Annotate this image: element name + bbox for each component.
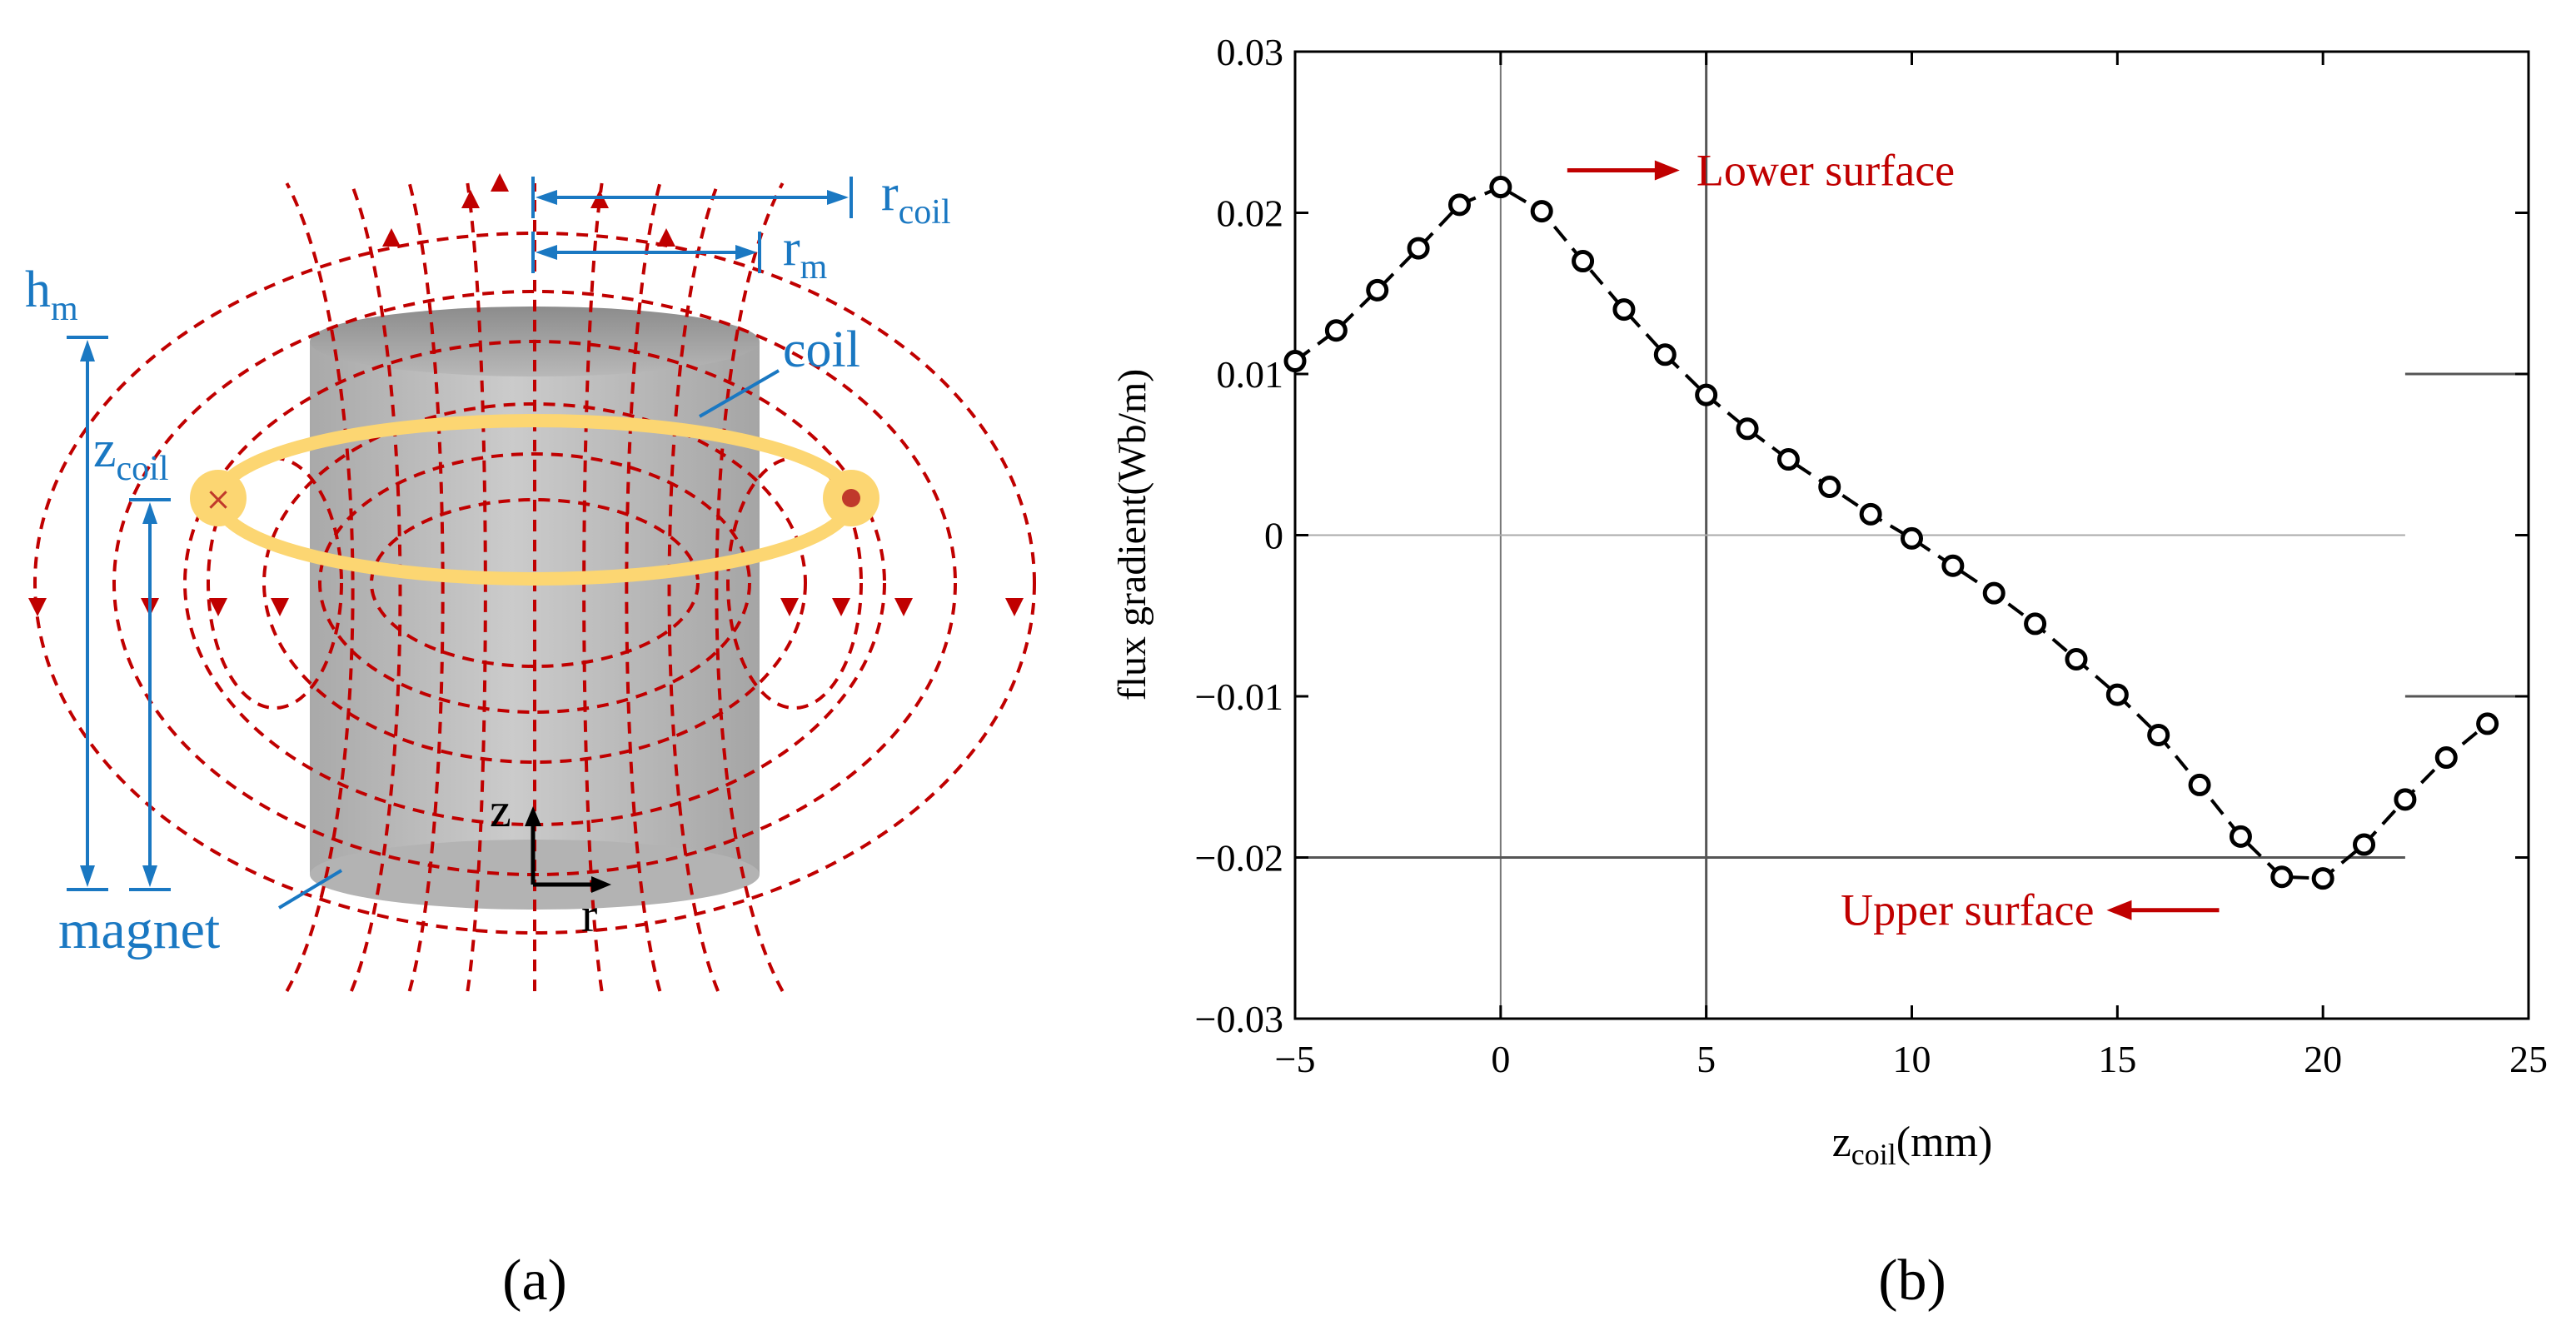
- data-point: [1818, 475, 1841, 498]
- field-line-axial: [625, 182, 662, 992]
- data-point: [1283, 350, 1307, 373]
- data-point: [2024, 612, 2047, 636]
- field-loop: [318, 452, 751, 714]
- data-point: [1324, 319, 1348, 342]
- field-arrow-icon: [1005, 598, 1024, 616]
- field-arrow-icon: [271, 598, 289, 616]
- annotation-upper-surface: Upper surface: [1841, 885, 2094, 935]
- chart-ticks: −5 0 5 10 15 20 25 −0.03 −0.02 −0.01 0 0.01 0.02 0.03: [1195, 31, 2548, 1080]
- field-arrow-icon: [461, 190, 480, 208]
- data-point: [1530, 200, 1553, 223]
- data-point: [1366, 278, 1389, 302]
- field-line-axial: [466, 182, 487, 992]
- panel-a-caption: (a): [502, 1249, 567, 1313]
- field-arrow-icon: [832, 598, 850, 616]
- data-point: [2311, 867, 2334, 890]
- axis-r-label: r: [581, 888, 597, 942]
- data-point: [1572, 250, 1595, 273]
- data-point: [1489, 176, 1512, 199]
- data-point: [2105, 683, 2129, 706]
- field-line-axial: [582, 182, 604, 992]
- data-point: [2476, 712, 2499, 735]
- x-tick-label: 0: [1491, 1038, 1510, 1080]
- field-line-axial: [407, 182, 445, 992]
- data-point: [1776, 448, 1800, 471]
- annotation-lower-surface: Lower surface: [1697, 146, 1955, 196]
- magnetic-field-lines: [28, 173, 1036, 992]
- data-point: [1612, 298, 1636, 322]
- field-line-axial: [285, 182, 355, 992]
- y-axis-label: flux gradient(Wb/m): [1110, 369, 1154, 701]
- data-point: [2353, 833, 2376, 856]
- y-tick-label: 0.01: [1217, 353, 1284, 396]
- data-point: [2229, 825, 2252, 848]
- data-point: [1941, 554, 1965, 577]
- x-tick-label: 5: [1697, 1038, 1716, 1080]
- current-out-icon: [842, 489, 860, 507]
- field-loop: [33, 232, 1036, 935]
- panel-a-schematic: ×: [25, 165, 1036, 1313]
- data-point: [1695, 383, 1718, 406]
- field-arrow-icon: [382, 228, 401, 247]
- dimension-markers: [67, 177, 853, 910]
- data-point: [1447, 193, 1471, 217]
- r-coil-label: rcoil: [881, 165, 951, 232]
- data-point: [2188, 773, 2211, 796]
- data-point: [2065, 647, 2088, 670]
- x-tick-label: 15: [2098, 1038, 2136, 1080]
- zr-axes: [525, 806, 611, 893]
- field-arrow-icon: [28, 598, 47, 616]
- field-arrow-icon: [209, 598, 227, 616]
- field-arrow-icon: [780, 598, 799, 616]
- field-arrow-icon: [894, 598, 913, 616]
- data-point: [1653, 343, 1677, 366]
- field-line-axial: [667, 182, 720, 992]
- series-line: [1293, 185, 2489, 880]
- coil-ring: ×: [190, 414, 879, 586]
- data-point: [1859, 502, 1882, 526]
- coil-label: coil: [783, 322, 860, 378]
- z-coil-label: zcoil: [93, 421, 169, 488]
- y-tick-label: −0.01: [1195, 675, 1283, 718]
- axis-z-label: z: [490, 783, 511, 837]
- r-m-label: rm: [783, 220, 828, 287]
- x-tick-label: 20: [2304, 1038, 2342, 1080]
- field-line-axial: [715, 182, 785, 992]
- x-tick-label: 10: [1893, 1038, 1931, 1080]
- y-tick-label: −0.02: [1195, 837, 1283, 880]
- arrow-right-icon: [1654, 160, 1680, 181]
- data-point: [2270, 865, 2294, 889]
- chart-series: [1283, 176, 2499, 890]
- arrow-left-icon: [2106, 900, 2132, 920]
- panel-b-chart: −5 0 5 10 15 20 25 −0.03 −0.02 −0.01 0 0.01 0.02 0.03…: [1110, 31, 2548, 1313]
- y-tick-label: 0.03: [1217, 31, 1284, 73]
- x-axis-label: zcoil(mm): [1832, 1119, 1993, 1171]
- data-point: [2147, 723, 2170, 746]
- current-in-icon: ×: [205, 481, 232, 517]
- data-point: [1736, 417, 1759, 441]
- field-arrow-icon: [491, 173, 509, 192]
- x-tick-label: −5: [1275, 1038, 1316, 1080]
- field-loop: [370, 498, 700, 668]
- magnet-label: magnet: [58, 900, 220, 960]
- x-tick-label: 25: [2509, 1038, 2548, 1080]
- y-tick-label: 0: [1264, 515, 1283, 557]
- data-point: [2394, 788, 2417, 811]
- field-line-axial: [350, 182, 402, 992]
- field-arrow-icon: [657, 228, 675, 247]
- data-point: [1901, 526, 1923, 550]
- data-point: [1982, 581, 2005, 605]
- y-tick-label: −0.03: [1195, 998, 1283, 1040]
- data-point: [1407, 237, 1430, 260]
- h-m-label: hm: [25, 262, 78, 328]
- panel-b-caption: (b): [1878, 1249, 1946, 1313]
- data-point: [2434, 746, 2458, 770]
- chart-reference-lines: [1295, 52, 2529, 1019]
- chart-annotations: Lower surface Upper surface: [1567, 146, 2220, 935]
- y-tick-label: 0.02: [1217, 192, 1284, 235]
